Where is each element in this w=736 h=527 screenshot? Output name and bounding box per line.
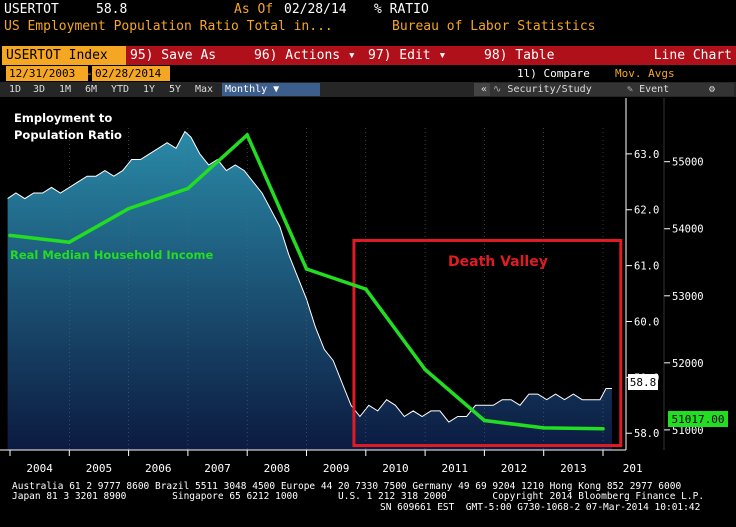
income-label: Real Median Household Income (10, 248, 214, 262)
income-tick-label: 52000 (672, 358, 704, 370)
period-1d-button[interactable]: 1D (9, 84, 22, 95)
employment-label-line-2: Population Ratio (14, 128, 122, 142)
income-point (601, 426, 605, 431)
security-study-label: Security/Study (507, 84, 592, 95)
death-valley-box (352, 238, 623, 448)
collapse-button[interactable]: « (474, 83, 494, 96)
footer-line-2: Japan 81 3 3201 8900 Singapore 65 6212 1… (12, 491, 705, 502)
period-5y-button[interactable]: 5Y (169, 84, 182, 95)
x-tick-label: 2009 (323, 462, 350, 475)
ticker: USERTOT (4, 2, 59, 17)
index-tab[interactable]: USERTOT Index (2, 46, 128, 65)
x-tick-label: 2012 (501, 462, 528, 475)
edit-menu[interactable]: 97) Edit ▾ (364, 46, 484, 65)
table-button[interactable]: 98) Table (480, 46, 610, 65)
event-icon: ✎ (627, 84, 634, 95)
security-study-icon: ∿ (493, 84, 502, 95)
employment-area (7, 131, 612, 450)
income-point (304, 267, 309, 271)
income-point (186, 186, 190, 191)
actions-menu[interactable]: 96) Actions ▾ (250, 46, 368, 65)
x-tick-label: 2006 (145, 462, 172, 475)
x-tick-label: 2011 (442, 462, 469, 475)
income-tick-label: 54000 (672, 224, 704, 236)
header-row-2: US Employment Population Ratio Total in.… (0, 19, 736, 35)
event-label: Event (639, 84, 670, 95)
income-point (364, 287, 368, 291)
income-point (423, 367, 427, 372)
employment-tick-label: 61.0 (634, 261, 659, 273)
income-tick-label: 53000 (672, 291, 704, 303)
x-tick-label: 2008 (264, 462, 291, 475)
income-tick-label: 51000 (672, 425, 704, 437)
footer-line-3: SN 609661 EST GMT-5:00 G730-1068-2 07-Ma… (380, 502, 701, 513)
x-tick-label: 201 (623, 462, 643, 475)
employment-tick-label: 62.0 (634, 205, 659, 217)
x-tick-label: 2010 (382, 462, 409, 475)
x-tick-label: 2005 (86, 462, 113, 475)
period-3d-button[interactable]: 3D (33, 84, 46, 95)
income-point (8, 233, 12, 238)
line-chart: Death Valley Employment to Population Ra… (0, 98, 728, 475)
employment-tick-label: 60.0 (634, 316, 659, 328)
x-tick-label: 2013 (560, 462, 587, 475)
income-point (541, 426, 546, 430)
employment-line (7, 130, 612, 423)
toolbar: USERTOT Index 95) Save As 96) Actions ▾ … (0, 46, 736, 65)
income-last-value: 51017.00 (672, 413, 725, 426)
footer-line-1: Australia 61 2 9777 8600 Brazil 5511 304… (12, 481, 682, 492)
security-description: US Employment Population Ratio Total in.… (4, 19, 333, 34)
settings-gear-icon[interactable]: ⚙ (690, 83, 734, 96)
income-point (126, 206, 131, 211)
as-of-label: As Of (234, 2, 274, 17)
period-ytd-button[interactable]: YTD (111, 84, 130, 95)
as-of-date: 02/28/14 (284, 2, 347, 17)
start-date-field[interactable]: 12/31/2003 (6, 66, 88, 81)
date-separator: - (86, 67, 93, 80)
last-value: 58.8 (96, 2, 128, 17)
compare-value[interactable]: Mov. Avgs (615, 67, 675, 80)
header-row-1: USERTOT 58.8 As Of 02/28/14 % RATIO (0, 2, 736, 18)
income-point (67, 240, 72, 244)
chart-type-button[interactable]: Line Chart (606, 46, 736, 65)
frequency-dropdown[interactable]: Monthly ▼ (222, 83, 320, 96)
unit-label: % RATIO (374, 2, 429, 17)
income-point (245, 133, 249, 137)
period-1m-button[interactable]: 1M (59, 84, 72, 95)
save-as-button[interactable]: 95) Save As (126, 46, 254, 65)
employment-tick-label: 63.0 (634, 149, 659, 161)
income-last-badge (668, 411, 728, 427)
period-max-button[interactable]: Max (195, 84, 214, 95)
date-range-row: 12/31/2003 - 02/28/2014 1l) Compare Mov.… (0, 66, 736, 81)
death-valley-label: Death Valley (448, 254, 548, 270)
employment-last-value: 58.8 (630, 376, 657, 389)
employment-last-badge (628, 374, 658, 390)
x-tick-label: 2004 (26, 462, 53, 475)
compare-label[interactable]: 1l) Compare (517, 67, 590, 80)
employment-tick-label: 58.0 (634, 428, 659, 440)
income-tick-label: 55000 (672, 157, 704, 169)
x-tick-label: 2007 (204, 462, 231, 475)
employment-label-line-1: Employment to (14, 111, 112, 125)
period-row: 1D 3D 1M 6M YTD 1Y 5Y Max Monthly ▼ « ∿ … (0, 82, 736, 97)
income-point (482, 418, 487, 423)
end-date-field[interactable]: 02/28/2014 (92, 66, 170, 81)
data-source: Bureau of Labor Statistics (392, 19, 596, 34)
event-button[interactable]: ✎ Event (624, 83, 692, 96)
security-study-button[interactable]: ∿ Security/Study (490, 83, 626, 96)
period-6m-button[interactable]: 6M (85, 84, 98, 95)
period-1y-button[interactable]: 1Y (143, 84, 156, 95)
